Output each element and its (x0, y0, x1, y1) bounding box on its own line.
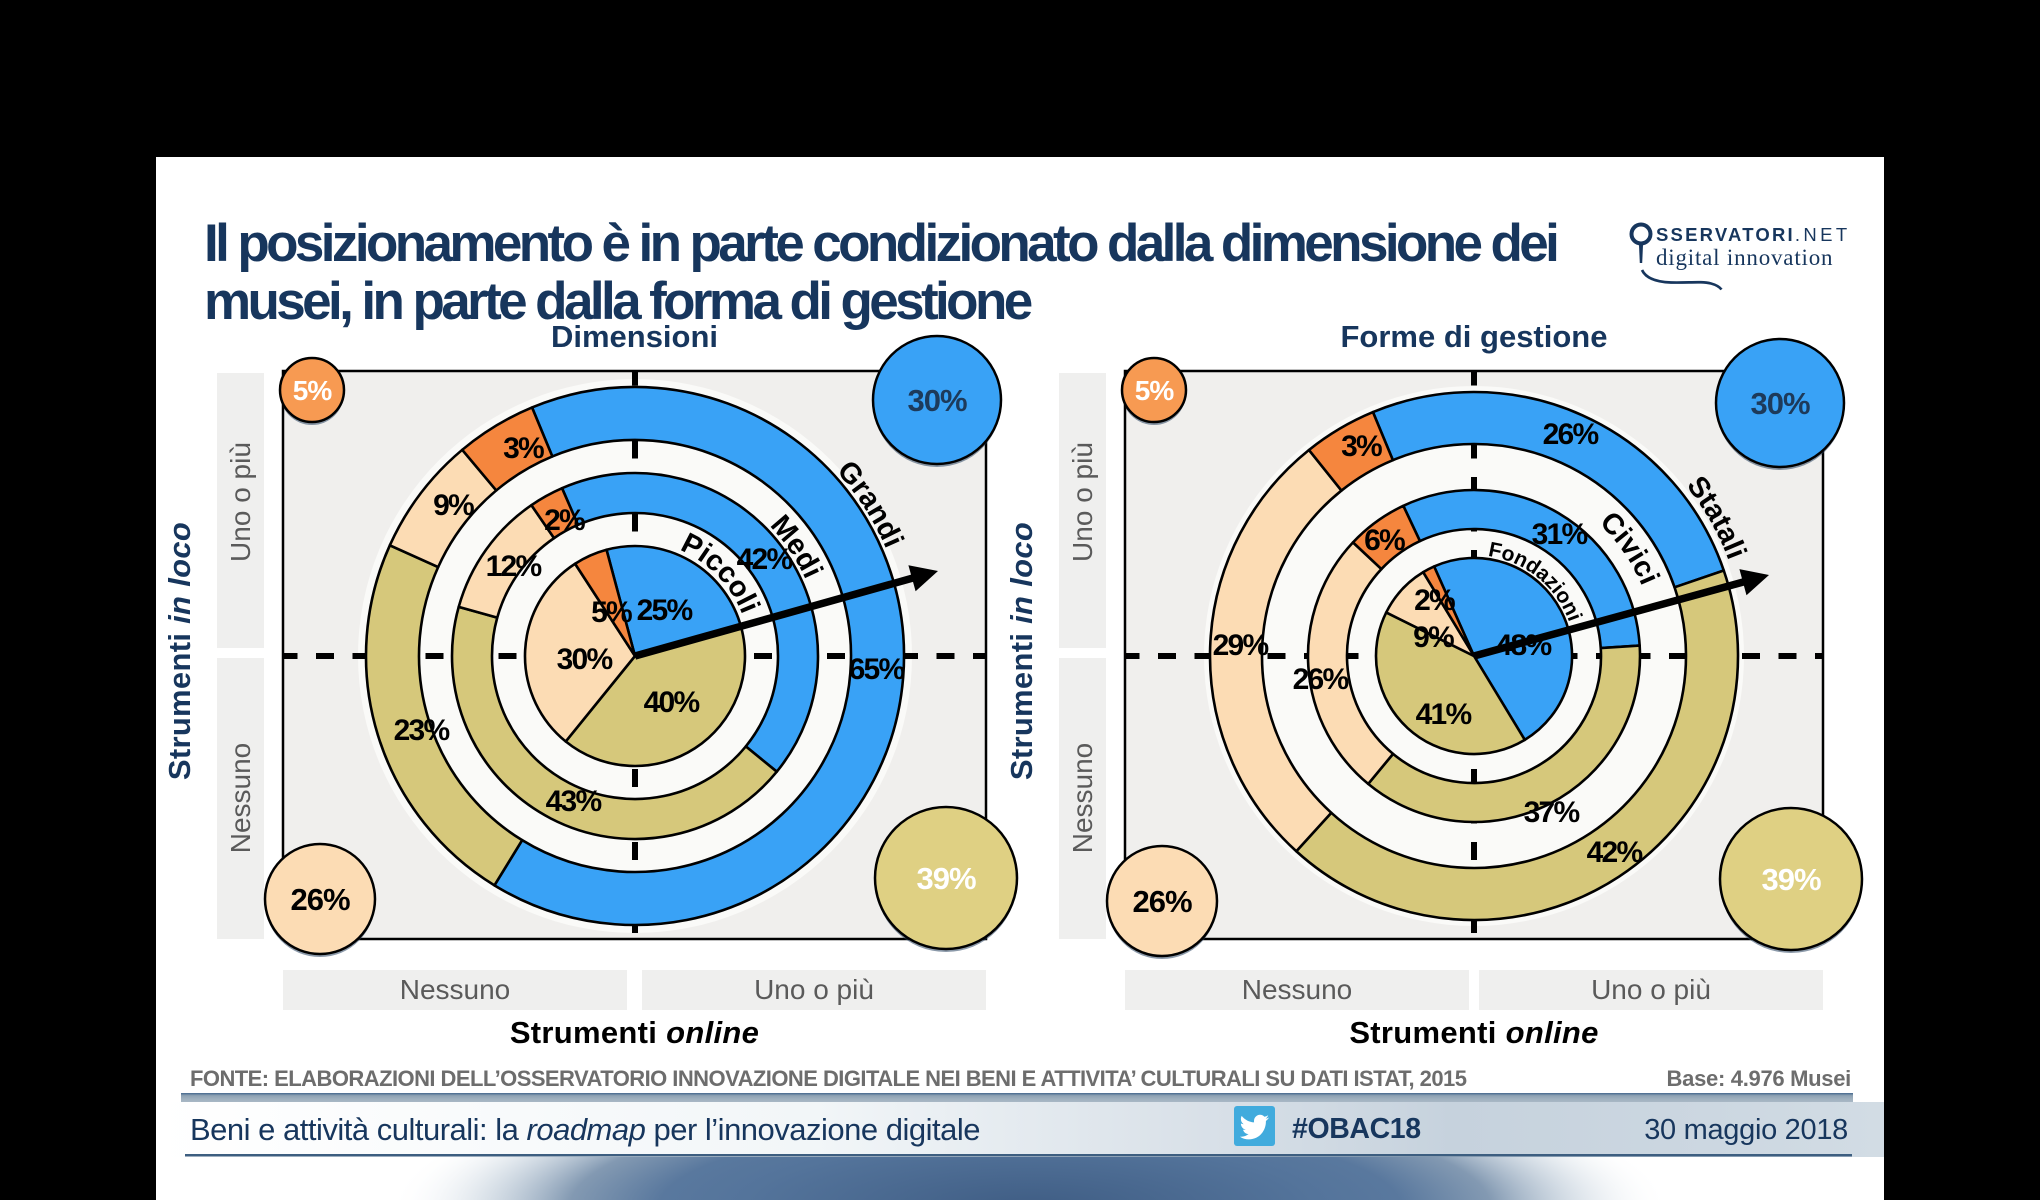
svg-text:37%: 37% (1524, 796, 1580, 829)
svg-text:23%: 23% (394, 714, 450, 747)
svg-text:Forme di gestione: Forme di gestione (1341, 319, 1608, 354)
svg-text:3%: 3% (503, 432, 544, 465)
svg-text:Uno o più: Uno o più (225, 442, 256, 562)
svg-text:5%: 5% (1135, 375, 1175, 406)
svg-text:digital innovation: digital innovation (1656, 245, 1833, 270)
svg-text:Strumenti in loco: Strumenti in loco (162, 522, 197, 780)
svg-text:65%: 65% (849, 653, 905, 686)
svg-text:30%: 30% (907, 383, 966, 418)
svg-text:39%: 39% (916, 861, 975, 896)
svg-text:Uno o più: Uno o più (1067, 442, 1098, 562)
svg-text:29%: 29% (1213, 629, 1269, 662)
svg-text:musei, in parte dalla forma di: musei, in parte dalla forma di gestione (204, 272, 1032, 331)
svg-text:48%: 48% (1496, 629, 1552, 662)
svg-text:26%: 26% (290, 882, 349, 917)
svg-text:30%: 30% (1750, 386, 1809, 421)
svg-text:Uno o più: Uno o più (1591, 974, 1711, 1005)
svg-text:Strumenti in loco: Strumenti in loco (1004, 522, 1039, 780)
svg-text:5%: 5% (591, 596, 632, 629)
svg-text:9%: 9% (433, 489, 474, 522)
svg-text:Nessuno: Nessuno (1067, 743, 1098, 854)
svg-text:Dimensioni: Dimensioni (551, 319, 718, 354)
svg-text:FONTE: ELABORAZIONI DELL’OSSER: FONTE: ELABORAZIONI DELL’OSSERVATORIO IN… (190, 1066, 1467, 1091)
svg-text:Beni e attività culturali: la: Beni e attività culturali: la roadmap pe… (190, 1112, 980, 1147)
svg-text:2%: 2% (544, 504, 585, 537)
svg-text:26%: 26% (1132, 884, 1191, 919)
svg-text:12%: 12% (486, 550, 542, 583)
svg-text:9%: 9% (1413, 621, 1454, 654)
svg-text:#OBAC18: #OBAC18 (1292, 1113, 1421, 1145)
svg-text:2%: 2% (1414, 584, 1455, 617)
svg-text:6%: 6% (1364, 524, 1405, 557)
svg-text:30%: 30% (557, 643, 613, 676)
svg-text:26%: 26% (1543, 418, 1599, 451)
svg-text:Nessuno: Nessuno (1242, 974, 1353, 1005)
svg-text:SSERVATORI.NET: SSERVATORI.NET (1656, 224, 1851, 245)
svg-text:Il posizionamento è in parte c: Il posizionamento è in parte condizionat… (204, 214, 1556, 273)
svg-text:5%: 5% (293, 375, 333, 406)
svg-text:43%: 43% (546, 785, 602, 818)
svg-text:40%: 40% (644, 686, 700, 719)
svg-text:25%: 25% (637, 594, 693, 627)
svg-text:Uno o più: Uno o più (754, 974, 874, 1005)
svg-text:Strumenti online: Strumenti online (1349, 1015, 1598, 1050)
svg-text:26%: 26% (1293, 663, 1349, 696)
svg-text:3%: 3% (1341, 430, 1382, 463)
svg-text:Strumenti online: Strumenti online (510, 1015, 759, 1050)
svg-text:Nessuno: Nessuno (225, 743, 256, 854)
svg-text:42%: 42% (737, 543, 793, 576)
svg-text:42%: 42% (1587, 836, 1643, 869)
svg-text:41%: 41% (1416, 698, 1472, 731)
svg-text:31%: 31% (1532, 518, 1588, 551)
svg-text:Base: 4.976 Musei: Base: 4.976 Musei (1667, 1066, 1851, 1091)
svg-text:30 maggio 2018: 30 maggio 2018 (1644, 1114, 1848, 1146)
svg-text:39%: 39% (1761, 862, 1820, 897)
svg-text:Nessuno: Nessuno (400, 974, 511, 1005)
